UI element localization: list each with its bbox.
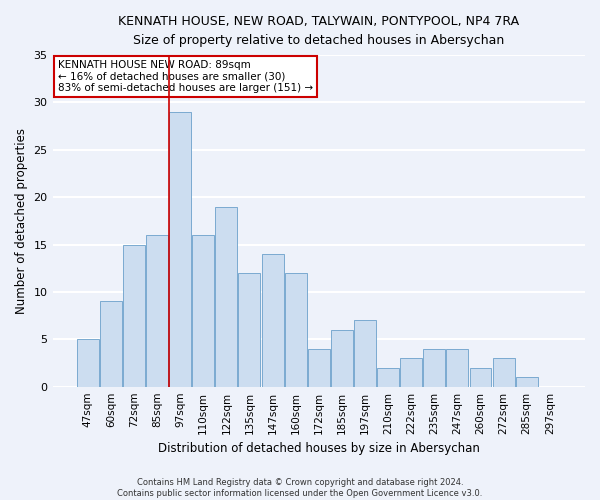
- Bar: [470, 368, 491, 386]
- Bar: [377, 368, 399, 386]
- Bar: [446, 349, 469, 387]
- Bar: [123, 244, 145, 386]
- Bar: [169, 112, 191, 386]
- Bar: [192, 235, 214, 386]
- Bar: [331, 330, 353, 386]
- Bar: [400, 358, 422, 386]
- Bar: [284, 273, 307, 386]
- Text: KENNATH HOUSE NEW ROAD: 89sqm
← 16% of detached houses are smaller (30)
83% of s: KENNATH HOUSE NEW ROAD: 89sqm ← 16% of d…: [58, 60, 313, 94]
- Y-axis label: Number of detached properties: Number of detached properties: [15, 128, 28, 314]
- Bar: [100, 302, 122, 386]
- Bar: [238, 273, 260, 386]
- Bar: [493, 358, 515, 386]
- Title: KENNATH HOUSE, NEW ROAD, TALYWAIN, PONTYPOOL, NP4 7RA
Size of property relative : KENNATH HOUSE, NEW ROAD, TALYWAIN, PONTY…: [118, 15, 520, 47]
- Bar: [424, 349, 445, 387]
- Bar: [262, 254, 284, 386]
- Bar: [146, 235, 168, 386]
- Bar: [308, 349, 330, 387]
- Bar: [77, 340, 98, 386]
- Bar: [215, 206, 238, 386]
- X-axis label: Distribution of detached houses by size in Abersychan: Distribution of detached houses by size …: [158, 442, 480, 455]
- Text: Contains HM Land Registry data © Crown copyright and database right 2024.
Contai: Contains HM Land Registry data © Crown c…: [118, 478, 482, 498]
- Bar: [516, 377, 538, 386]
- Bar: [354, 320, 376, 386]
